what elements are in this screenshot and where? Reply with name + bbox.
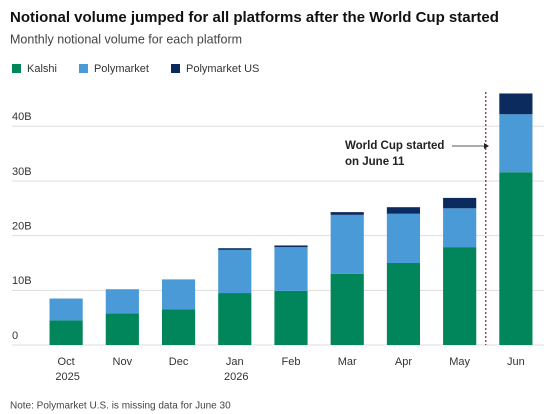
x-tick-label: Jun xyxy=(507,356,525,368)
bar-segment xyxy=(443,197,477,209)
bar-segment xyxy=(161,279,196,310)
chart-title: Notional volume jumped for all platforms… xyxy=(10,9,499,26)
x-tick-line: 2026 xyxy=(221,371,249,383)
bar-segment xyxy=(386,262,421,345)
legend-label: Kalshi xyxy=(27,63,57,75)
y-tick-label: 20B xyxy=(12,221,32,233)
x-tick-label: Apr xyxy=(395,356,412,368)
legend-swatch xyxy=(171,64,180,73)
x-tick-line: Oct xyxy=(58,356,75,368)
bar-segment xyxy=(274,290,308,345)
bar-segment xyxy=(274,247,308,291)
bar-segment xyxy=(386,213,421,263)
bar-segment xyxy=(499,93,533,115)
x-tick-label: Dec xyxy=(169,356,189,368)
legend-swatch xyxy=(78,64,88,73)
bar-segment xyxy=(499,114,533,173)
bar-segment xyxy=(443,247,477,345)
note: Note: Polymarket U.S. is missing data fo… xyxy=(10,401,231,412)
bar-segment xyxy=(49,320,83,345)
bar-segment xyxy=(49,298,83,321)
bar-segment xyxy=(218,248,252,250)
bar-segment xyxy=(274,245,308,248)
annotation-arrowhead xyxy=(484,143,489,149)
bar-segment xyxy=(330,212,364,215)
legend-label: Polymarket US xyxy=(186,63,259,75)
y-tick-label: 10B xyxy=(12,275,32,287)
y-tick-label: 40B xyxy=(12,111,32,123)
x-tick-label: Oct 2025 xyxy=(52,356,80,383)
legend-label: Polymarket xyxy=(94,63,149,75)
x-tick-line: 2025 xyxy=(52,371,80,383)
x-tick-label: May xyxy=(449,356,470,368)
bar-segment xyxy=(386,207,421,214)
y-tick-label: 30B xyxy=(12,166,32,178)
bar-segment xyxy=(330,273,364,345)
y-tick-label: 0 xyxy=(12,330,18,342)
annotation: World Cup started xyxy=(345,140,444,152)
x-tick-label: Feb xyxy=(282,356,301,368)
bar-segment xyxy=(499,172,533,345)
bar-segment xyxy=(330,214,364,274)
bar-segment xyxy=(105,313,139,345)
x-tick-label: Mar xyxy=(338,356,357,368)
x-tick-label: Nov xyxy=(113,356,133,368)
bar-segment xyxy=(443,208,477,248)
annotation: on June 11 xyxy=(345,156,405,168)
chart-subtitle: Monthly notional volume for each platfor… xyxy=(10,32,242,46)
bar-segment xyxy=(161,309,196,345)
bar-segment xyxy=(218,249,252,294)
bar-segment xyxy=(105,289,139,314)
x-tick-line: Jan xyxy=(226,356,244,368)
bar-segment xyxy=(218,293,252,345)
legend-swatch xyxy=(12,64,21,73)
x-tick-label: Jan 2026 xyxy=(221,356,249,383)
